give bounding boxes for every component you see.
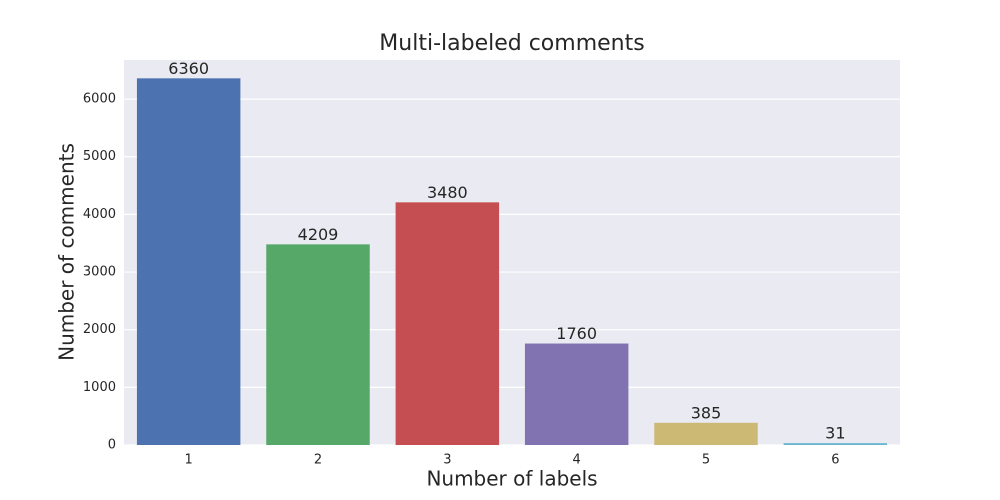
plot-area xyxy=(124,60,900,445)
bar-annotation: 6360 xyxy=(168,59,209,78)
y-tick-label: 5000 xyxy=(83,149,116,164)
bar xyxy=(524,343,629,445)
chart-title: Multi-labeled comments xyxy=(379,31,644,56)
x-tick-label: 6 xyxy=(831,453,839,468)
x-tick-label: 3 xyxy=(443,453,451,468)
bar-annotation: 1760 xyxy=(556,324,597,343)
bar xyxy=(266,244,370,445)
y-tick-label: 3000 xyxy=(83,265,116,280)
y-tick-label: 2000 xyxy=(83,322,116,337)
bar-annotation: 31 xyxy=(825,424,845,443)
bar xyxy=(395,202,500,445)
bar xyxy=(654,422,758,445)
y-axis-label: Number of comments xyxy=(55,143,79,361)
bar-annotation: 3480 xyxy=(427,183,468,202)
x-tick-label: 5 xyxy=(702,453,710,468)
x-axis-label: Number of labels xyxy=(426,467,597,491)
y-tick-label: 0 xyxy=(108,438,116,453)
bar-annotation: 4209 xyxy=(298,225,339,244)
x-tick-label: 2 xyxy=(314,453,322,468)
bar-annotation: 385 xyxy=(691,403,722,422)
bar xyxy=(136,78,241,445)
bar xyxy=(783,443,888,445)
x-tick-label: 4 xyxy=(573,453,581,468)
y-tick-label: 4000 xyxy=(83,207,116,222)
x-tick-label: 1 xyxy=(185,453,193,468)
y-tick-label: 1000 xyxy=(83,380,116,395)
y-tick-label: 6000 xyxy=(83,92,116,107)
